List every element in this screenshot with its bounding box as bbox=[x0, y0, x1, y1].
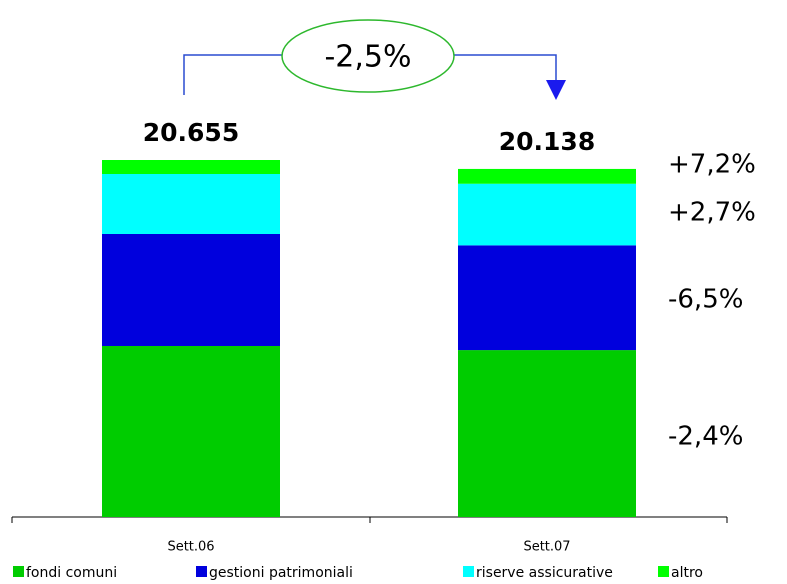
arrow-left bbox=[183, 54, 283, 95]
total-label: 20.138 bbox=[499, 127, 595, 156]
change-arrow bbox=[183, 54, 557, 95]
arrow-head bbox=[546, 80, 566, 100]
bar-segment bbox=[102, 174, 280, 234]
total-change: -2,5% bbox=[324, 40, 411, 75]
bar-segment bbox=[102, 233, 280, 346]
bar-segment bbox=[458, 350, 636, 517]
bar-segment bbox=[458, 245, 636, 351]
bar-segment bbox=[458, 168, 636, 184]
bar-segment bbox=[458, 183, 636, 246]
legend-swatch bbox=[196, 566, 207, 577]
legend-label: riserve assicurative bbox=[476, 565, 613, 581]
legend-label: altro bbox=[671, 565, 703, 581]
legend-label: gestioni patrimoniali bbox=[209, 565, 353, 581]
legend-swatch bbox=[13, 566, 24, 577]
legend-swatch bbox=[463, 566, 474, 577]
change-label: -2,4% bbox=[668, 422, 743, 452]
change-label: +2,7% bbox=[668, 198, 756, 228]
change-ellipse bbox=[281, 19, 455, 93]
change-label: -6,5% bbox=[668, 285, 743, 315]
bar-segment bbox=[102, 345, 280, 517]
legend-label: fondi comuni bbox=[26, 565, 117, 581]
change-label: +7,2% bbox=[668, 150, 756, 180]
x-tick-label: Sett.06 bbox=[167, 540, 214, 555]
bar-segment bbox=[102, 160, 280, 174]
arrow-right bbox=[452, 54, 557, 82]
total-label: 20.655 bbox=[143, 118, 239, 147]
legend-swatch bbox=[658, 566, 669, 577]
x-tick-label: Sett.07 bbox=[523, 540, 570, 555]
